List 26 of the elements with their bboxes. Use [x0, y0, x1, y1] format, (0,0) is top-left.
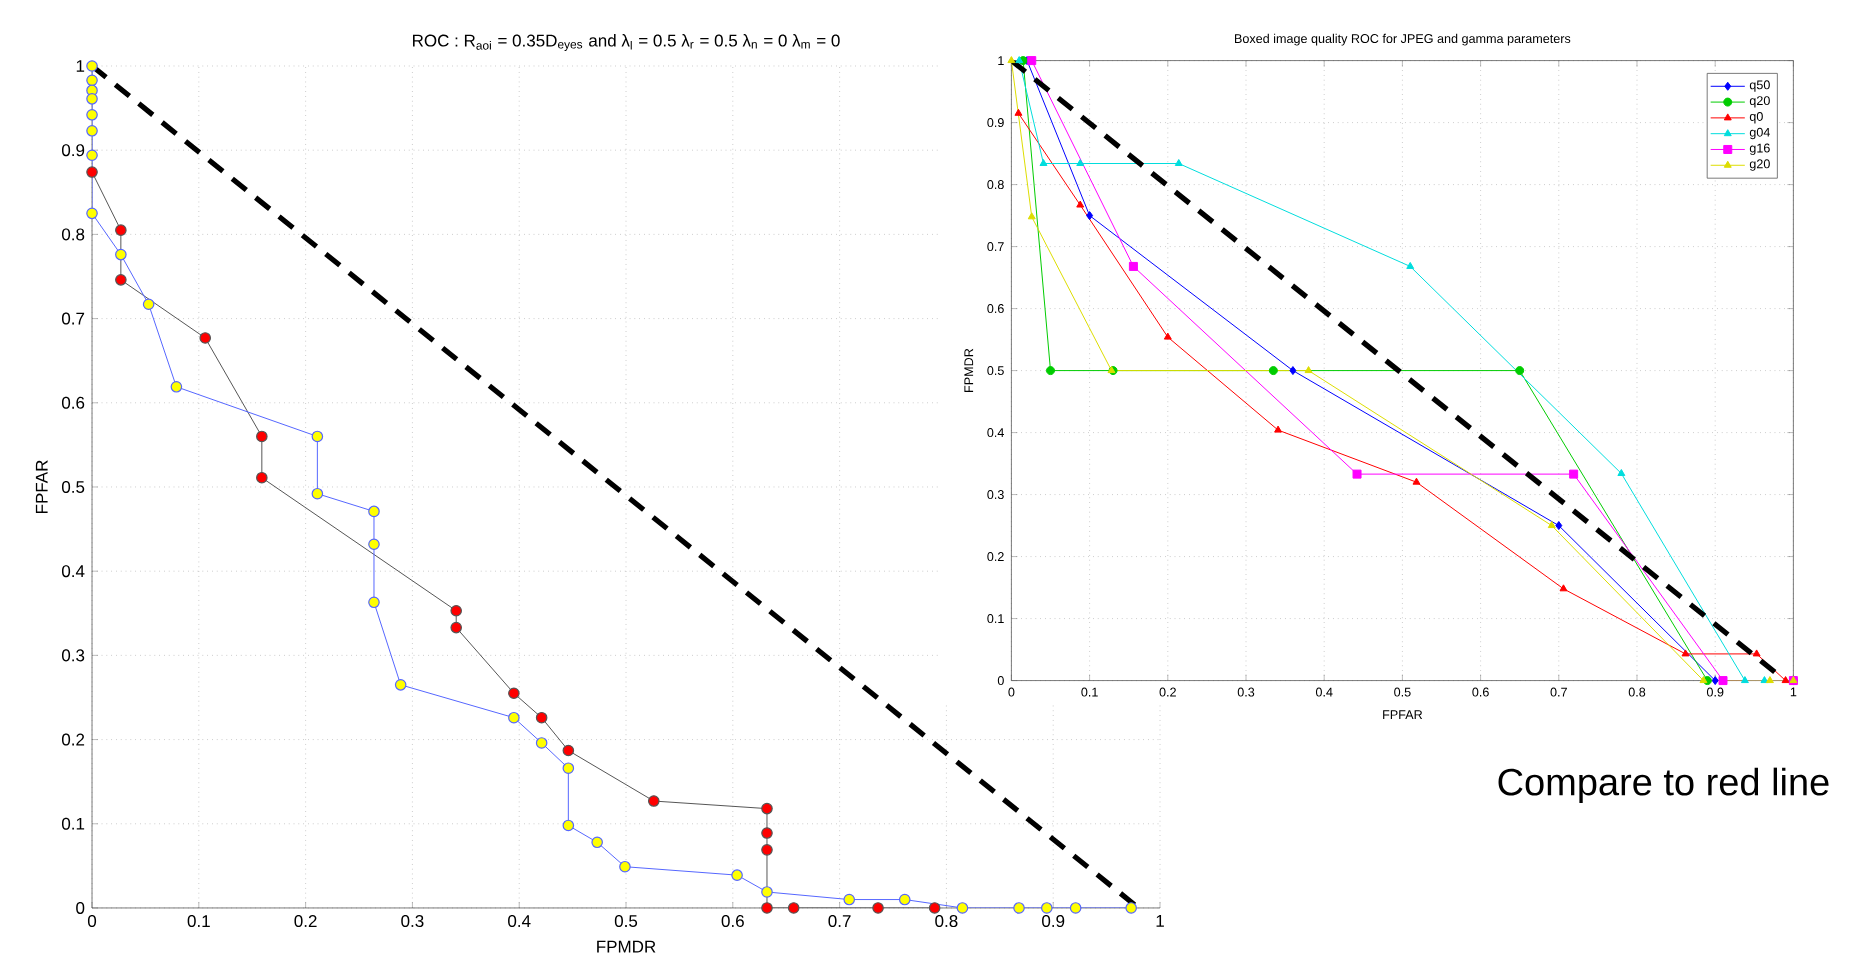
- y-tick-label: 0: [76, 901, 85, 914]
- y-tick-label: 0.2: [61, 733, 85, 746]
- chart-title: ROC : R$_{aoi}$ = 0.35D$_{eyes}$ and λ$_{l}$ = 0.5 λ$_{r}$ = 0.5 λ$_{n}$ = 0 λ$_{m}$ = 0: [413, 34, 840, 51]
- x-tick-label: 0.6: [721, 915, 744, 928]
- y-tick-label: 0.4: [61, 565, 85, 578]
- y-tick-label: 0.6: [61, 396, 85, 409]
- y-tick-label: 0.9: [61, 144, 85, 157]
- x-axis-title: FPMDR: [597, 940, 656, 953]
- x-tick-label: 0.8: [935, 915, 958, 928]
- y-tick-label: 0.7: [61, 312, 85, 325]
- y-tick-label: 0.5: [61, 480, 85, 493]
- x-tick-label: 0.9: [1042, 915, 1065, 928]
- x-tick-label: 0.7: [828, 915, 851, 928]
- y-tick-label: 1: [76, 60, 85, 72]
- x-tick-label: 0.1: [187, 915, 210, 928]
- x-tick-label: 0: [87, 915, 97, 928]
- text: Compare to red line: [1498, 767, 1829, 804]
- y-tick-label: 0.8: [61, 228, 85, 241]
- x-tick-label: 0.4: [508, 915, 531, 928]
- x-tick-label: 0.5: [614, 915, 638, 928]
- x-tick-label: 0.3: [401, 915, 424, 928]
- y-tick-label: 0.3: [61, 649, 85, 662]
- y-tick-label: 0.1: [61, 817, 85, 830]
- y-axis-title: FPFAR: [35, 460, 48, 513]
- x-tick-label: 1: [1156, 915, 1164, 927]
- x-tick-label: 0.2: [294, 915, 317, 928]
